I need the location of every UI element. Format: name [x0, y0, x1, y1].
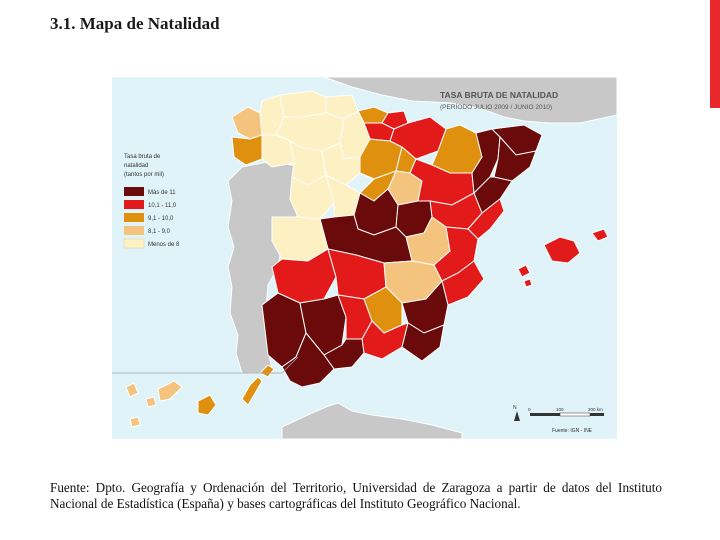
province-ibiza — [517, 264, 531, 278]
legend-title-line-1: Tasa bruta de — [124, 154, 161, 160]
legend-swatch-1 — [124, 187, 144, 196]
north-label: N — [513, 405, 517, 411]
map-canvas: TASA BRUTA DE NATALIDAD (PERÍODO JULIO 2… — [112, 76, 618, 440]
legend-title-line-2: natalidad — [124, 163, 148, 169]
scale-bar: 0 100 200 km — [528, 407, 604, 417]
legend-label-3: 9,1 - 10,0 — [148, 216, 174, 222]
map-source: Fuente: IGN - INE — [552, 428, 593, 434]
province-asturias — [279, 90, 327, 118]
province-la-palma — [125, 382, 139, 398]
legend-label-1: Más de 11 — [148, 190, 176, 196]
canary-inset-frame — [112, 356, 299, 374]
province-cadiz — [281, 332, 335, 388]
north-arrow-icon: N — [513, 405, 520, 421]
legend-label-5: Menos de 8 — [148, 242, 180, 248]
legend-title-line-3: (tantos por mil) — [124, 172, 164, 178]
province-mallorca — [543, 236, 581, 264]
scale-label-100: 100 — [556, 407, 564, 412]
province-tenerife — [157, 380, 183, 402]
choropleth-map: TASA BRUTA DE NATALIDAD (PERÍODO JULIO 2… — [112, 76, 618, 440]
province-almeria — [401, 322, 445, 362]
legend-swatch-3 — [124, 213, 144, 222]
province-formentera — [523, 278, 533, 288]
province-el-hierro — [129, 416, 141, 428]
caption-line-1: Fuente: Dpto. Geografía y Ordenación del… — [50, 480, 612, 495]
province-la-gomera — [145, 396, 157, 408]
province-menorca — [591, 228, 609, 242]
legend-swatch-2 — [124, 200, 144, 209]
slide-title: 3.1. Mapa de Natalidad — [50, 14, 220, 33]
legend-swatch-5 — [123, 238, 145, 249]
province-lanzarote — [259, 364, 275, 378]
map-subtitle: (PERÍODO JULIO 2009 / JUNIO 2010) — [440, 102, 552, 111]
caption-line-2: Instituto Nacional de Estadística (Españ… — [50, 480, 663, 511]
legend: Tasa bruta de natalidad (tantos por mil)… — [123, 154, 180, 249]
source-caption: Fuente: Dpto. Geografía y Ordenación del… — [50, 480, 662, 512]
map-title: TASA BRUTA DE NATALIDAD — [440, 90, 558, 100]
province-gran-canaria — [197, 394, 217, 416]
legend-label-2: 10,1 - 11,0 — [148, 203, 177, 209]
accent-bar — [710, 0, 720, 108]
provinces-layer — [125, 90, 609, 428]
province-salamanca — [289, 174, 335, 220]
legend-label-4: 8,1 - 9,0 — [148, 229, 171, 235]
province-fuerteventura — [241, 376, 263, 406]
legend-swatch-4 — [124, 226, 144, 235]
scale-label-0: 0 — [528, 407, 531, 412]
scale-label-200: 200 km — [588, 407, 603, 412]
